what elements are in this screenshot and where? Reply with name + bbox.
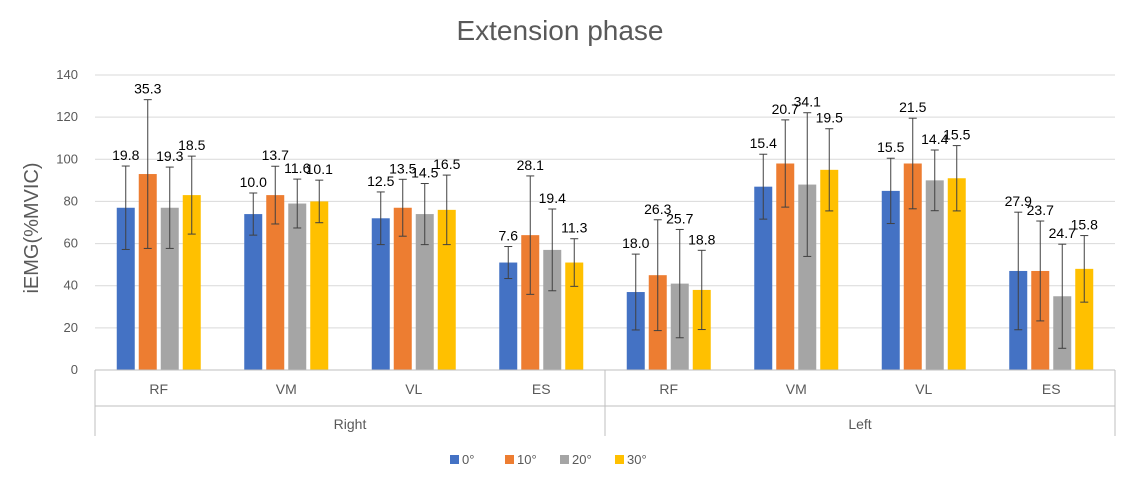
y-tick-label: 60 [64, 236, 78, 251]
data-label: 27.9 [1005, 193, 1032, 209]
data-label: 14.5 [411, 165, 438, 181]
bar [754, 186, 773, 370]
y-tick-label: 20 [64, 320, 78, 335]
legend-label: 10° [517, 452, 537, 467]
x-tick-label: RF [149, 381, 168, 397]
data-label: 28.1 [517, 157, 544, 173]
data-label: 13.7 [262, 147, 289, 163]
bar [521, 235, 540, 370]
x-tick-label: VM [786, 381, 807, 397]
data-label: 10.1 [306, 161, 333, 177]
data-label: 12.5 [367, 173, 394, 189]
data-label: 14.4 [921, 131, 948, 147]
bar [288, 203, 307, 370]
data-label: 18.0 [622, 235, 649, 251]
data-label: 20.7 [772, 101, 799, 117]
bar [776, 163, 795, 370]
data-labels: 19.810.0 12.57.6 18.015.4 15.527.935.313.71… [112, 81, 1098, 251]
data-label: 11.3 [561, 220, 587, 236]
data-label: 15.5 [943, 127, 970, 143]
y-tick-label: 120 [56, 109, 78, 124]
legend: 0° 10° 20° 30° [450, 452, 647, 467]
bar [543, 249, 562, 370]
bar [371, 218, 390, 370]
data-label: 19.5 [816, 110, 843, 126]
data-label: 19.8 [112, 147, 139, 163]
legend-swatch [615, 455, 624, 464]
y-tick-label: 80 [64, 193, 78, 208]
data-label: 35.3 [134, 81, 161, 97]
chart-title: Extension phase [456, 15, 663, 46]
x-tick-label: ES [532, 381, 551, 397]
x-tick-label: ES [1042, 381, 1061, 397]
legend-label: 0° [462, 452, 474, 467]
x-tick-label: VM [276, 381, 297, 397]
data-label: 16.5 [433, 156, 460, 172]
legend-label: 20° [572, 452, 592, 467]
data-label: 18.8 [688, 231, 715, 247]
bar [820, 169, 839, 370]
x-tick-label: VL [915, 381, 932, 397]
data-label: 25.7 [666, 210, 693, 226]
bar [881, 190, 900, 370]
data-label: 23.7 [1027, 202, 1054, 218]
x-group-label: Left [848, 416, 871, 432]
y-tick-label: 40 [64, 278, 78, 293]
bar [266, 195, 285, 370]
y-tick-label: 0 [71, 362, 78, 377]
bar [925, 180, 944, 370]
data-label: 18.5 [178, 137, 205, 153]
data-label: 34.1 [794, 94, 821, 110]
bar [310, 201, 329, 370]
bar [947, 178, 966, 370]
error-bars [121, 99, 1089, 349]
data-label: 11.6 [284, 160, 310, 176]
data-label: 19.4 [539, 190, 566, 206]
gridlines [95, 74, 1115, 371]
y-axis-label: iEMG(%MVIC) [21, 162, 43, 293]
y-tick-label: 100 [56, 151, 78, 166]
bars [116, 163, 1094, 370]
bar [393, 207, 412, 370]
data-label: 10.0 [240, 174, 267, 190]
data-label: 15.5 [877, 139, 904, 155]
y-axis-ticks: 0 20 40 60 80 100 120 140 [56, 67, 78, 377]
bar [499, 262, 518, 370]
bar [138, 174, 157, 370]
bar [244, 214, 263, 370]
x-group-label: Right [334, 416, 367, 432]
legend-swatch [560, 455, 569, 464]
bar [1075, 268, 1094, 370]
legend-label: 30° [627, 452, 647, 467]
legend-swatch [450, 455, 459, 464]
bar [415, 214, 434, 370]
data-label: 21.5 [899, 99, 926, 115]
bar [565, 262, 584, 370]
data-label: 26.3 [644, 201, 671, 217]
bar [437, 209, 456, 370]
bar [116, 207, 135, 370]
data-label: 19.3 [156, 148, 183, 164]
bar [626, 292, 645, 370]
data-label: 15.4 [750, 135, 777, 151]
legend-swatch [505, 455, 514, 464]
data-label: 7.6 [499, 228, 519, 244]
bar [798, 184, 817, 370]
x-tick-label: VL [405, 381, 422, 397]
data-label: 15.8 [1071, 217, 1098, 233]
y-tick-label: 140 [56, 67, 78, 82]
x-tick-label: RF [659, 381, 678, 397]
x-axis: RF VM VL ES RF VM VL ES Right Left [94, 369, 1116, 436]
data-label: 13.5 [389, 160, 416, 176]
bar [182, 195, 201, 370]
bar [903, 163, 922, 370]
bar [160, 207, 179, 370]
data-label: 24.7 [1049, 225, 1076, 241]
